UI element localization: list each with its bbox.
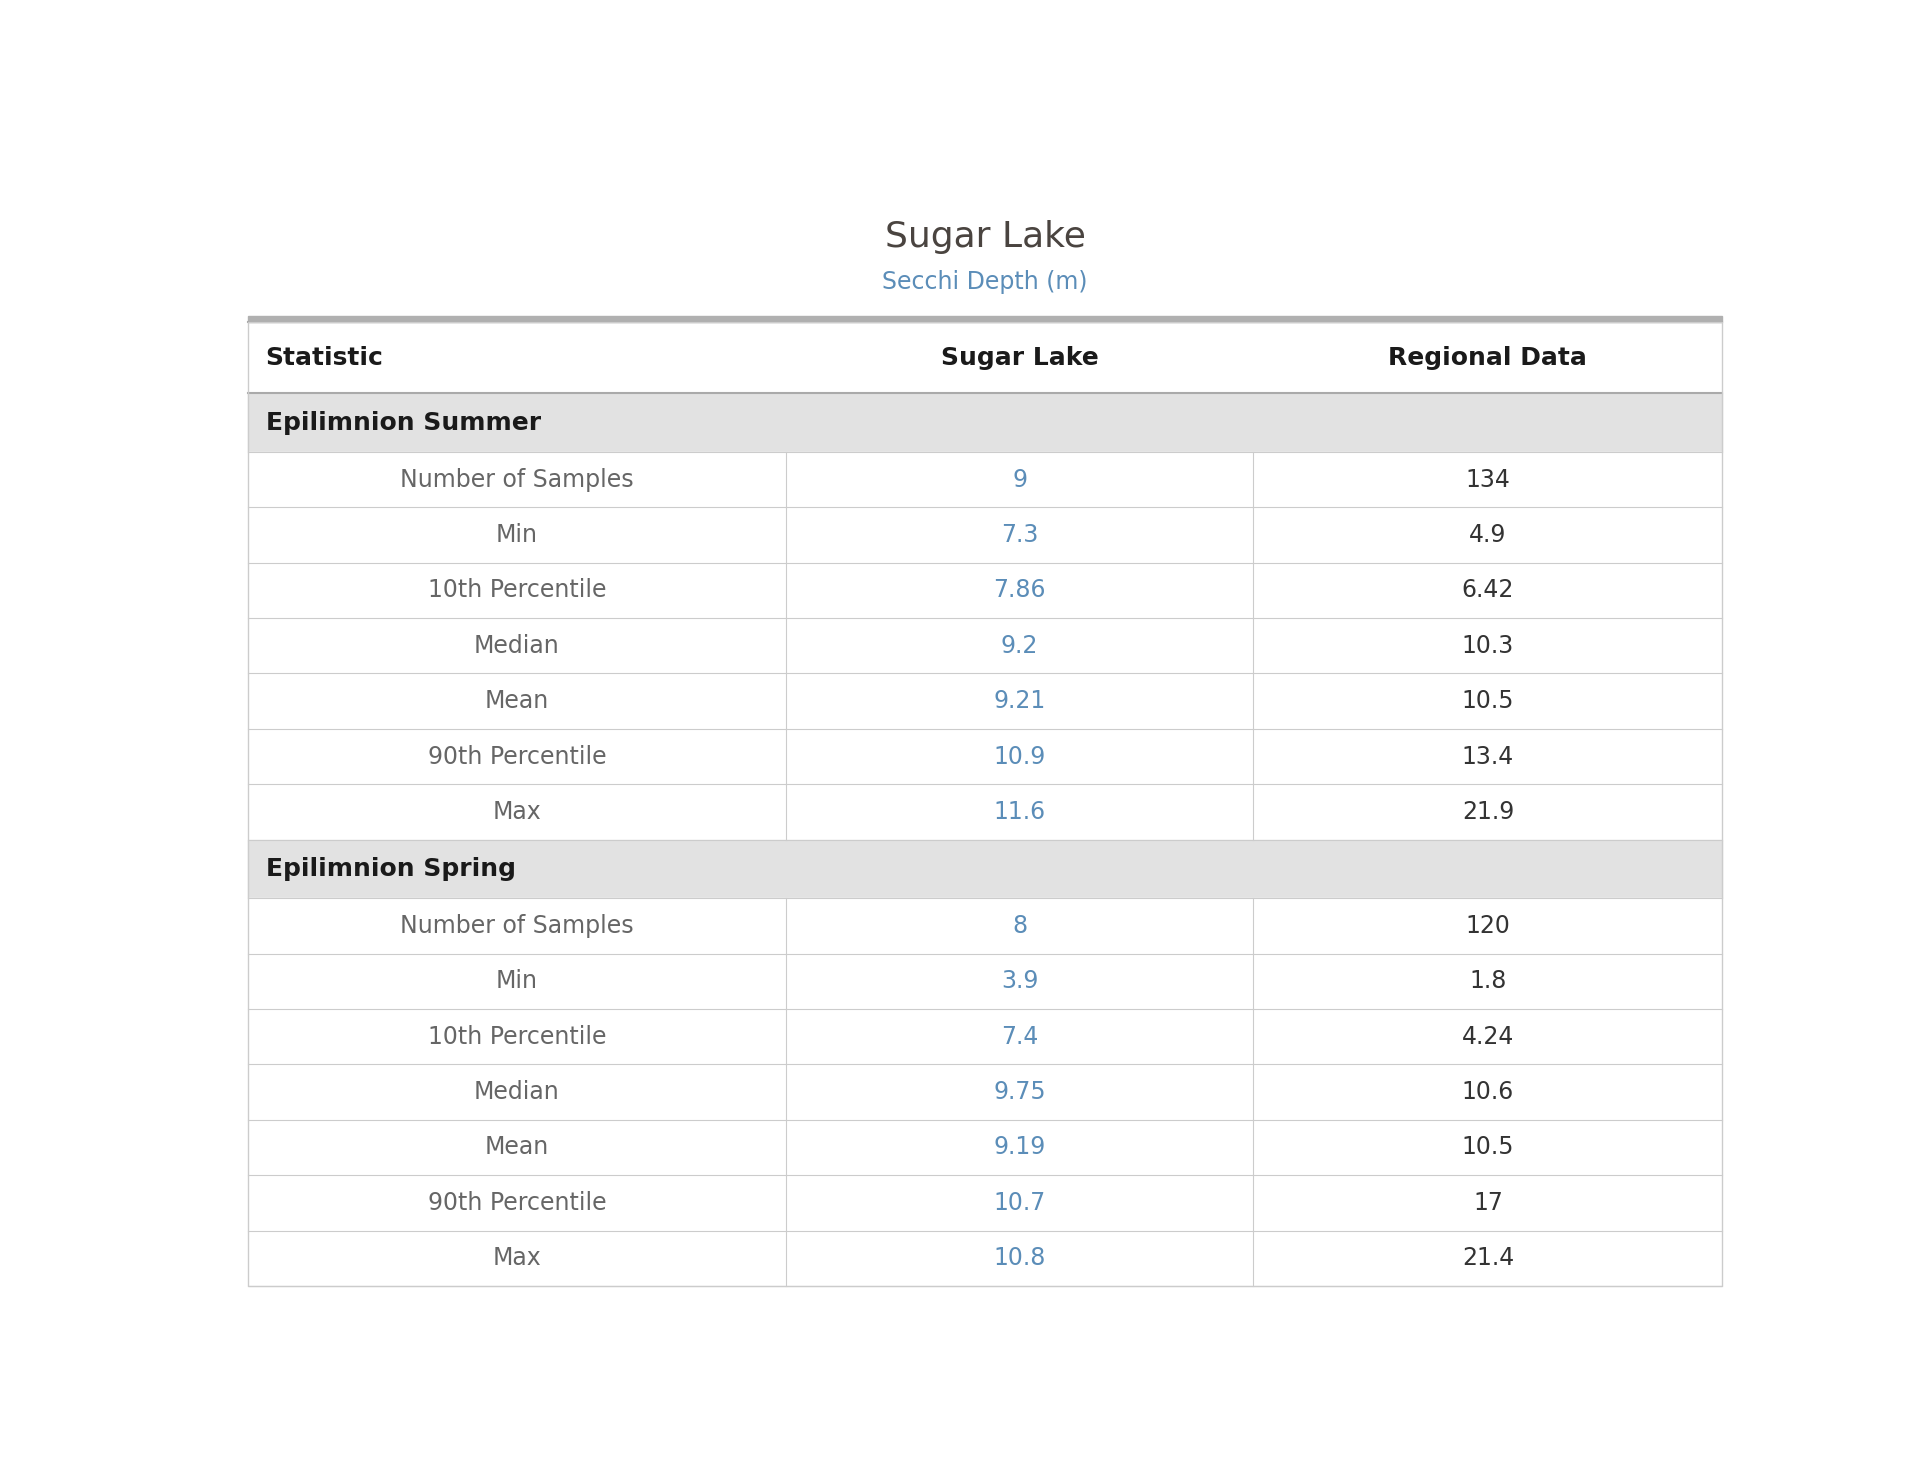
Text: 9: 9 xyxy=(1013,467,1026,492)
Text: Min: Min xyxy=(496,523,538,548)
Bar xyxy=(248,1009,1722,1064)
Bar xyxy=(248,315,1722,323)
Text: Min: Min xyxy=(496,969,538,993)
Bar xyxy=(248,1175,1722,1231)
Text: Sugar Lake: Sugar Lake xyxy=(884,220,1086,254)
Bar xyxy=(248,898,1722,953)
Text: 10.9: 10.9 xyxy=(994,745,1046,768)
Text: 120: 120 xyxy=(1465,914,1511,937)
Bar xyxy=(248,1120,1722,1175)
Text: 90th Percentile: 90th Percentile xyxy=(427,1191,605,1215)
Text: 10.5: 10.5 xyxy=(1461,689,1515,712)
Text: 6.42: 6.42 xyxy=(1463,578,1515,603)
Text: 4.24: 4.24 xyxy=(1463,1025,1515,1048)
Text: 10.6: 10.6 xyxy=(1463,1080,1515,1104)
Bar xyxy=(248,729,1722,784)
Text: 9.19: 9.19 xyxy=(994,1136,1046,1159)
Bar xyxy=(248,393,1722,453)
Text: Mean: Mean xyxy=(484,689,550,712)
Text: 10.7: 10.7 xyxy=(994,1191,1046,1215)
Text: 10.3: 10.3 xyxy=(1463,634,1515,658)
Text: 9.21: 9.21 xyxy=(994,689,1046,712)
Text: 7.86: 7.86 xyxy=(994,578,1046,603)
Text: 90th Percentile: 90th Percentile xyxy=(427,745,605,768)
Text: 7.4: 7.4 xyxy=(1001,1025,1038,1048)
Text: 7.3: 7.3 xyxy=(1001,523,1038,548)
Text: 3.9: 3.9 xyxy=(1001,969,1038,993)
Text: 1.8: 1.8 xyxy=(1468,969,1507,993)
Bar xyxy=(248,323,1722,1286)
Bar xyxy=(248,618,1722,673)
Text: 17: 17 xyxy=(1472,1191,1503,1215)
Text: 13.4: 13.4 xyxy=(1463,745,1515,768)
Text: Median: Median xyxy=(475,1080,559,1104)
Bar xyxy=(248,453,1722,507)
Text: Statistic: Statistic xyxy=(265,346,384,369)
Bar xyxy=(248,1064,1722,1120)
Text: 21.9: 21.9 xyxy=(1463,800,1515,823)
Text: Epilimnion Spring: Epilimnion Spring xyxy=(265,857,515,880)
Text: 21.4: 21.4 xyxy=(1463,1247,1515,1270)
Bar xyxy=(248,784,1722,840)
Text: Secchi Depth (m): Secchi Depth (m) xyxy=(882,270,1088,293)
Text: Mean: Mean xyxy=(484,1136,550,1159)
Text: Number of Samples: Number of Samples xyxy=(400,914,634,937)
Text: 9.2: 9.2 xyxy=(1001,634,1038,658)
Text: 10.5: 10.5 xyxy=(1461,1136,1515,1159)
Bar xyxy=(248,1231,1722,1286)
Text: 11.6: 11.6 xyxy=(994,800,1046,823)
Text: Median: Median xyxy=(475,634,559,658)
Text: Regional Data: Regional Data xyxy=(1388,346,1588,369)
Text: Sugar Lake: Sugar Lake xyxy=(940,346,1099,369)
Text: Max: Max xyxy=(492,800,542,823)
Text: Number of Samples: Number of Samples xyxy=(400,467,634,492)
Bar xyxy=(248,953,1722,1009)
Text: 10.8: 10.8 xyxy=(994,1247,1046,1270)
Text: 8: 8 xyxy=(1013,914,1026,937)
Text: Epilimnion Summer: Epilimnion Summer xyxy=(265,410,540,435)
Bar xyxy=(248,562,1722,618)
Text: 10th Percentile: 10th Percentile xyxy=(427,578,605,603)
Text: 10th Percentile: 10th Percentile xyxy=(427,1025,605,1048)
Text: 4.9: 4.9 xyxy=(1468,523,1507,548)
Bar xyxy=(248,673,1722,729)
Text: Max: Max xyxy=(492,1247,542,1270)
Bar xyxy=(248,507,1722,562)
Text: 9.75: 9.75 xyxy=(994,1080,1046,1104)
Bar xyxy=(248,839,1722,898)
Text: 134: 134 xyxy=(1465,467,1511,492)
